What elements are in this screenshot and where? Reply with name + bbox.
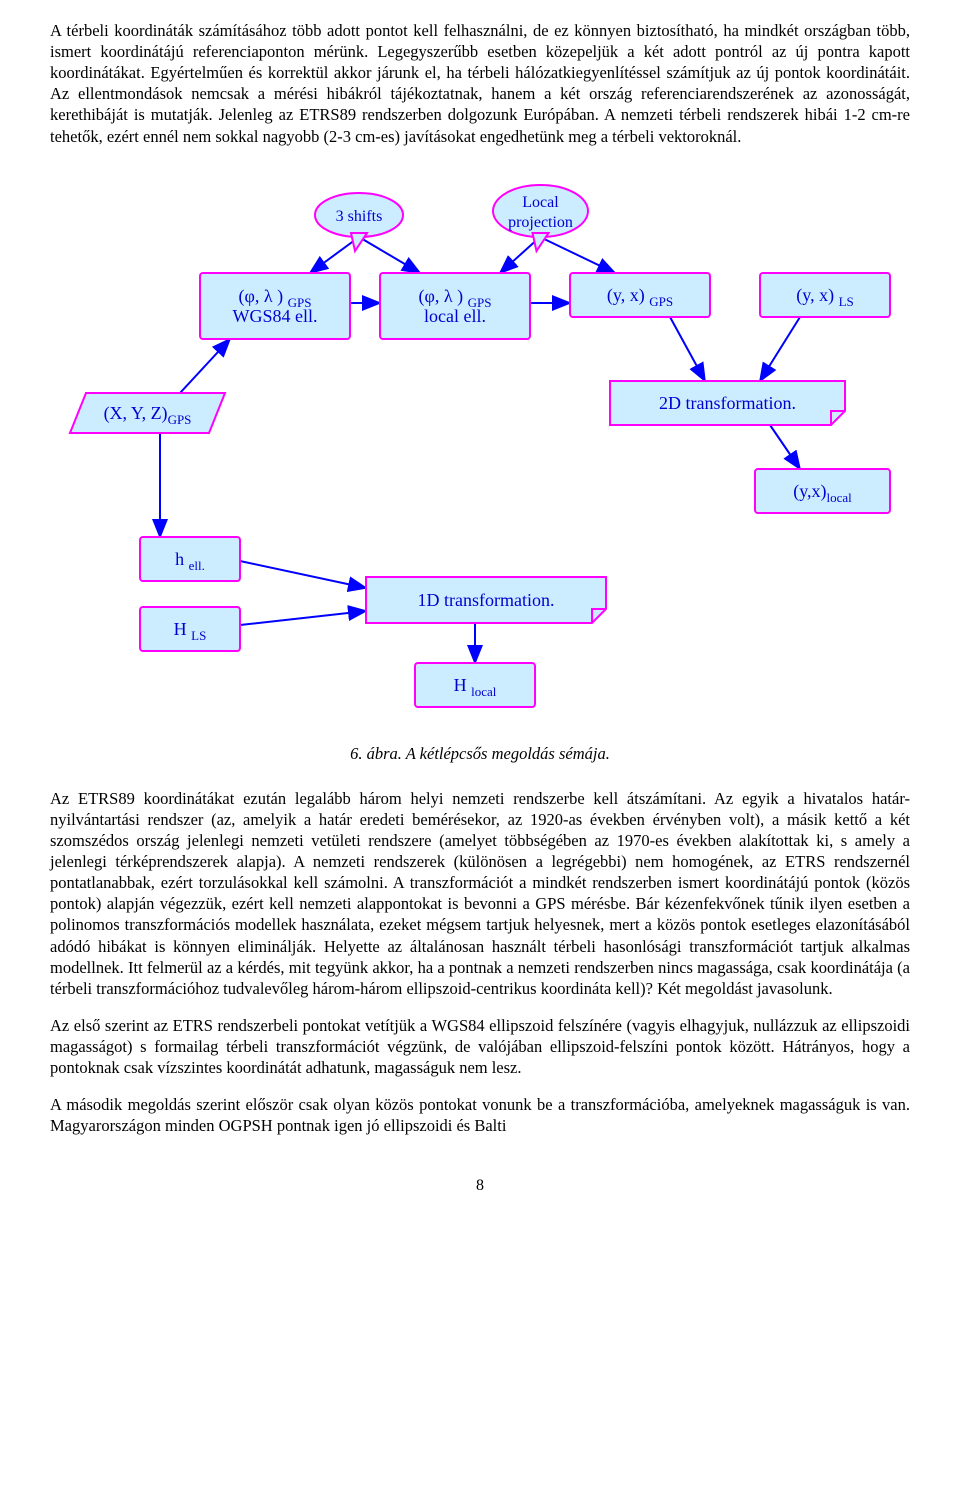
svg-text:2D transformation.: 2D transformation. xyxy=(659,393,796,413)
node-h_ell: h ell. xyxy=(140,537,240,581)
node-yx_ls: (y, x) LS xyxy=(760,273,890,317)
svg-text:projection: projection xyxy=(508,214,573,231)
edge-localproj-yx_gps xyxy=(540,237,615,273)
node-yx_gps: (y, x) GPS xyxy=(570,273,710,317)
edge-xyz-gps1 xyxy=(180,339,230,393)
edge-shifts-gps1 xyxy=(310,237,359,273)
node-localproj: Local projection xyxy=(493,185,588,251)
page-number: 8 xyxy=(50,1176,910,1196)
paragraph-2: Az ETRS89 koordinátákat ezután legalább … xyxy=(50,788,910,999)
node-trans1d: 1D transformation. xyxy=(366,577,606,623)
node-shifts: 3 shifts xyxy=(315,193,403,251)
node-gps1: (φ, λ ) GPSWGS84 ell. xyxy=(200,273,350,339)
node-yx_local: (y,x)local xyxy=(755,469,890,513)
edge-trans2d-yx_local xyxy=(770,425,800,469)
node-gps2: (φ, λ ) GPSlocal ell. xyxy=(380,273,530,339)
svg-text:WGS84 ell.: WGS84 ell. xyxy=(233,306,318,326)
svg-text:3 shifts: 3 shifts xyxy=(336,208,383,225)
svg-text:1D transformation.: 1D transformation. xyxy=(418,590,555,610)
node-trans2d: 2D transformation. xyxy=(610,381,845,425)
node-xyz: (X, Y, Z)GPS xyxy=(70,393,225,433)
node-h_local: H local xyxy=(415,663,535,707)
svg-text:Local: Local xyxy=(522,194,559,211)
paragraph-3: Az első szerint az ETRS rendszerbeli pon… xyxy=(50,1015,910,1078)
edge-h_ell-trans1d xyxy=(240,561,366,588)
edge-yx_gps-trans2d xyxy=(670,317,705,381)
figure-caption: 6. ábra. A kétlépcsős megoldás sémája. xyxy=(50,743,910,764)
paragraph-4: A második megoldás szerint először csak … xyxy=(50,1094,910,1136)
edge-yx_ls-trans2d xyxy=(760,317,800,381)
node-h_ls: H LS xyxy=(140,607,240,651)
paragraph-1: A térbeli koordináták számításához több … xyxy=(50,20,910,147)
edge-shifts-gps2 xyxy=(359,237,420,273)
svg-text:local ell.: local ell. xyxy=(424,306,486,326)
diagram-figure: 3 shifts Local projection (φ, λ ) GPSWGS84 … xyxy=(60,163,900,723)
edge-h_ls-trans1d xyxy=(240,611,366,625)
